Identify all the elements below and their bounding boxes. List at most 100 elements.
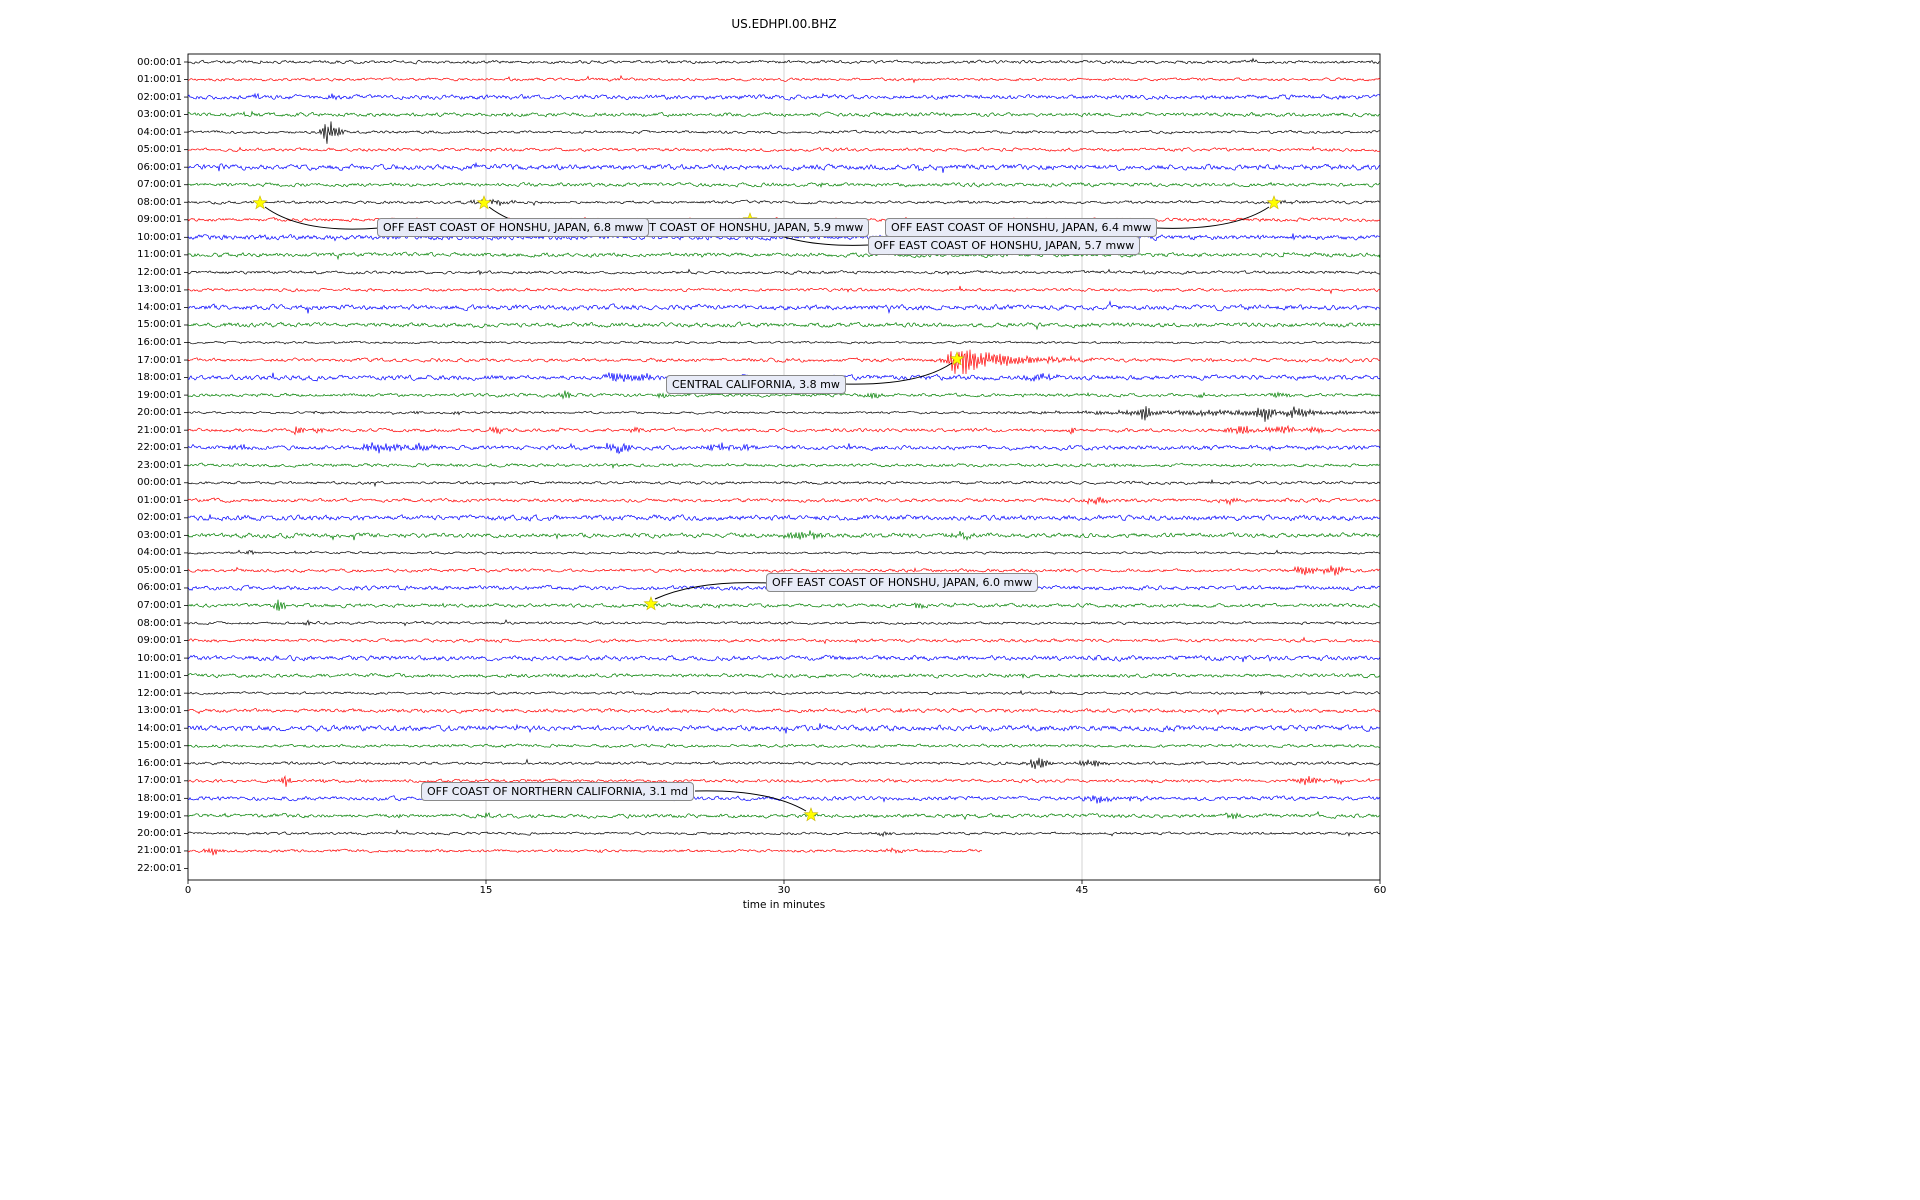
y-axis-label: 11:00:01 — [137, 670, 182, 682]
seismic-trace — [187, 74, 1381, 84]
y-axis-label: 08:00:01 — [137, 196, 182, 208]
seismic-trace — [187, 565, 1381, 576]
seismic-trace — [187, 775, 1381, 787]
seismic-trace — [187, 619, 1381, 627]
seismic-trace — [188, 795, 1381, 804]
y-axis-label: 07:00:01 — [137, 599, 182, 611]
y-axis-label: 02:00:01 — [137, 512, 182, 524]
y-axis-label: 20:00:01 — [137, 407, 182, 419]
y-axis-label: 19:00:01 — [137, 389, 182, 401]
annotation-arrow — [1155, 206, 1270, 229]
event-annotation: OFF EAST COAST OF HONSHU, JAPAN, 6.0 mww — [766, 573, 1039, 592]
annotation-arrow — [264, 206, 380, 230]
seismic-trace — [187, 672, 1381, 679]
y-axis-label: 14:00:01 — [137, 301, 182, 313]
event-annotation: OFF EAST COAST OF HONSHU, JAPAN, 6.4 mww — [885, 218, 1158, 237]
seismic-trace — [187, 251, 1381, 261]
annotation-arrow — [654, 582, 769, 600]
y-axis-label: 08:00:01 — [137, 617, 182, 629]
y-axis-label: 06:00:01 — [137, 161, 182, 173]
seismic-trace — [187, 406, 1381, 422]
event-star-icon — [476, 195, 492, 210]
seismic-trace — [187, 707, 1381, 716]
y-axis-label: 06:00:01 — [137, 582, 182, 594]
y-axis-label: 23:00:01 — [137, 459, 182, 471]
seismic-trace — [187, 689, 1381, 696]
seismic-trace — [187, 478, 1381, 488]
y-axis-label: 02:00:01 — [137, 91, 182, 103]
x-tick-label: 45 — [1075, 885, 1089, 896]
seismic-trace — [187, 496, 1381, 506]
seismic-trace — [187, 462, 1381, 470]
event-annotation: CENTRAL CALIFORNIA, 3.8 mw — [666, 375, 846, 394]
y-axis-label: 01:00:01 — [137, 494, 182, 506]
seismic-trace — [187, 57, 1380, 65]
y-axis-label: 21:00:01 — [137, 845, 182, 857]
event-star-icon — [949, 351, 965, 366]
y-axis-label: 21:00:01 — [137, 424, 182, 436]
y-axis-label: 20:00:01 — [137, 827, 182, 839]
y-axis-label: 01:00:01 — [137, 74, 182, 86]
y-axis-label: 18:00:01 — [137, 792, 182, 804]
y-axis-label: 18:00:01 — [137, 372, 182, 384]
seismic-trace — [187, 349, 1381, 375]
seismic-trace — [187, 810, 1381, 821]
y-axis-label: 16:00:01 — [137, 757, 182, 769]
seismic-trace — [187, 549, 1381, 556]
seismic-trace — [187, 121, 1381, 144]
seismic-trace — [187, 145, 1381, 153]
y-axis-label: 17:00:01 — [137, 354, 182, 366]
event-star-icon — [643, 596, 659, 611]
y-axis-label: 00:00:01 — [137, 56, 182, 68]
event-star-icon — [1266, 195, 1282, 210]
plot-title: US.EDHPI.00.BHZ — [731, 17, 837, 31]
y-axis-label: 12:00:01 — [137, 266, 182, 278]
y-axis-label: 13:00:01 — [137, 284, 182, 296]
event-star-icon — [252, 195, 268, 210]
y-axis-label: 22:00:01 — [137, 442, 182, 454]
y-axis-label: 17:00:01 — [137, 775, 182, 787]
y-axis-label: 03:00:01 — [137, 529, 182, 541]
seismic-trace — [187, 110, 1381, 118]
event-annotation: OFF EAST COAST OF HONSHU, JAPAN, 6.8 mww — [377, 218, 650, 237]
seismic-trace — [187, 442, 1381, 455]
x-axis-title: time in minutes — [742, 899, 826, 911]
y-axis-label: 00:00:01 — [137, 477, 182, 489]
y-axis-label: 10:00:01 — [137, 231, 182, 243]
annotation-arrow — [694, 790, 807, 812]
y-axis-label: 05:00:01 — [137, 564, 182, 576]
event-annotation: OFF EAST COAST OF HONSHU, JAPAN, 5.9 mww — [597, 218, 870, 237]
seismic-trace — [187, 424, 1381, 436]
x-tick-label: 30 — [777, 885, 791, 896]
event-annotation: OFF COAST OF NORTHERN CALIFORNIA, 3.1 md — [421, 782, 695, 801]
y-axis-label: 13:00:01 — [137, 705, 182, 717]
x-tick-label: 60 — [1373, 885, 1387, 896]
seismic-trace — [187, 340, 1381, 345]
seismic-trace — [187, 514, 1381, 522]
event-annotation: OFF EAST COAST OF HONSHU, JAPAN, 5.7 mww — [868, 236, 1141, 255]
seismic-trace — [187, 847, 983, 856]
seismic-trace — [187, 530, 1381, 541]
y-axis-label: 16:00:01 — [137, 337, 182, 348]
y-axis-label: 15:00:01 — [137, 319, 182, 331]
seismic-trace — [187, 161, 1381, 173]
seismic-trace — [187, 636, 1381, 645]
annotation-arrow — [842, 362, 953, 385]
y-axis-label: 22:00:01 — [137, 862, 182, 874]
seismic-trace — [187, 654, 1381, 663]
y-axis-label: 05:00:01 — [137, 144, 182, 156]
seismic-trace — [187, 300, 1381, 314]
seismic-trace — [187, 268, 1381, 276]
y-axis-label: 04:00:01 — [137, 126, 182, 138]
seismic-trace — [187, 92, 1381, 101]
seismic-trace — [187, 829, 1381, 838]
seismic-trace — [187, 743, 1381, 749]
seismic-trace — [187, 723, 1381, 734]
y-axis-label: 11:00:01 — [137, 249, 182, 261]
y-axis-label: 09:00:01 — [137, 214, 182, 226]
seismic-trace — [187, 757, 1381, 770]
y-axis-label: 09:00:01 — [137, 635, 182, 647]
y-axis-label: 03:00:01 — [137, 109, 182, 121]
y-axis-label: 12:00:01 — [137, 687, 182, 699]
